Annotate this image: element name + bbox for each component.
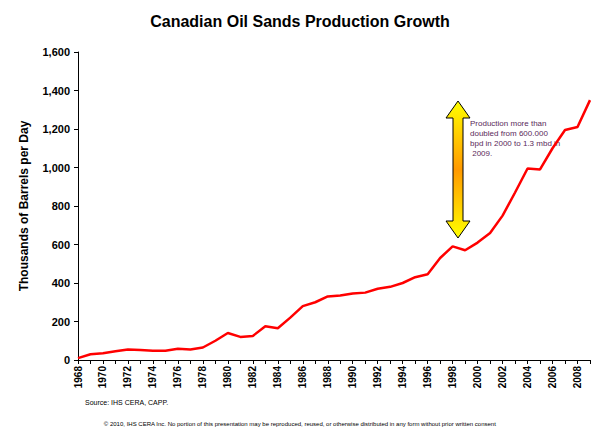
svg-text:Canadian Oil Sands Production: Canadian Oil Sands Production Growth <box>150 13 450 30</box>
svg-text:Production more than: Production more than <box>470 119 549 128</box>
svg-text:1992: 1992 <box>372 366 383 389</box>
svg-text:1972: 1972 <box>122 366 133 389</box>
svg-text:1982: 1982 <box>247 366 258 389</box>
svg-text:1994: 1994 <box>397 366 408 389</box>
svg-text:400: 400 <box>52 277 70 289</box>
svg-text:2002: 2002 <box>497 366 508 389</box>
svg-text:1968: 1968 <box>73 366 84 389</box>
svg-text:1978: 1978 <box>197 366 208 389</box>
svg-text:1,200: 1,200 <box>42 123 70 135</box>
svg-text:1974: 1974 <box>147 366 158 389</box>
svg-text:Source: IHS CERA, CAPP.: Source: IHS CERA, CAPP. <box>85 399 168 406</box>
svg-text:1986: 1986 <box>297 366 308 389</box>
svg-text:doubled from 600.000: doubled from 600.000 <box>470 129 550 138</box>
svg-text:1988: 1988 <box>322 366 333 389</box>
svg-text:1,600: 1,600 <box>42 46 70 58</box>
svg-text:800: 800 <box>52 200 70 212</box>
svg-text:600: 600 <box>52 239 70 251</box>
svg-text:2000: 2000 <box>472 366 483 389</box>
svg-text:© 2010, IHS CERA Inc. No porti: © 2010, IHS CERA Inc. No portion of this… <box>104 421 496 427</box>
svg-text:1970: 1970 <box>97 366 108 389</box>
svg-text:1,400: 1,400 <box>42 85 70 97</box>
svg-text:1976: 1976 <box>172 366 183 389</box>
svg-text:2008: 2008 <box>572 366 583 389</box>
svg-text:200: 200 <box>52 316 70 328</box>
svg-text:1984: 1984 <box>272 366 283 389</box>
svg-text:bpd in 2000 to 1.3 mbd in: bpd in 2000 to 1.3 mbd in <box>470 139 560 148</box>
svg-text:1996: 1996 <box>422 366 433 389</box>
svg-text:2009.: 2009. <box>470 149 492 158</box>
svg-text:1998: 1998 <box>447 366 458 389</box>
svg-text:1,000: 1,000 <box>42 162 70 174</box>
svg-text:1980: 1980 <box>222 366 233 389</box>
svg-text:2004: 2004 <box>522 366 533 389</box>
svg-text:0: 0 <box>64 354 70 366</box>
svg-text:1990: 1990 <box>347 366 358 389</box>
svg-text:2006: 2006 <box>547 366 558 389</box>
svg-text:Thousands of Barrels per Day: Thousands of Barrels per Day <box>17 120 31 291</box>
